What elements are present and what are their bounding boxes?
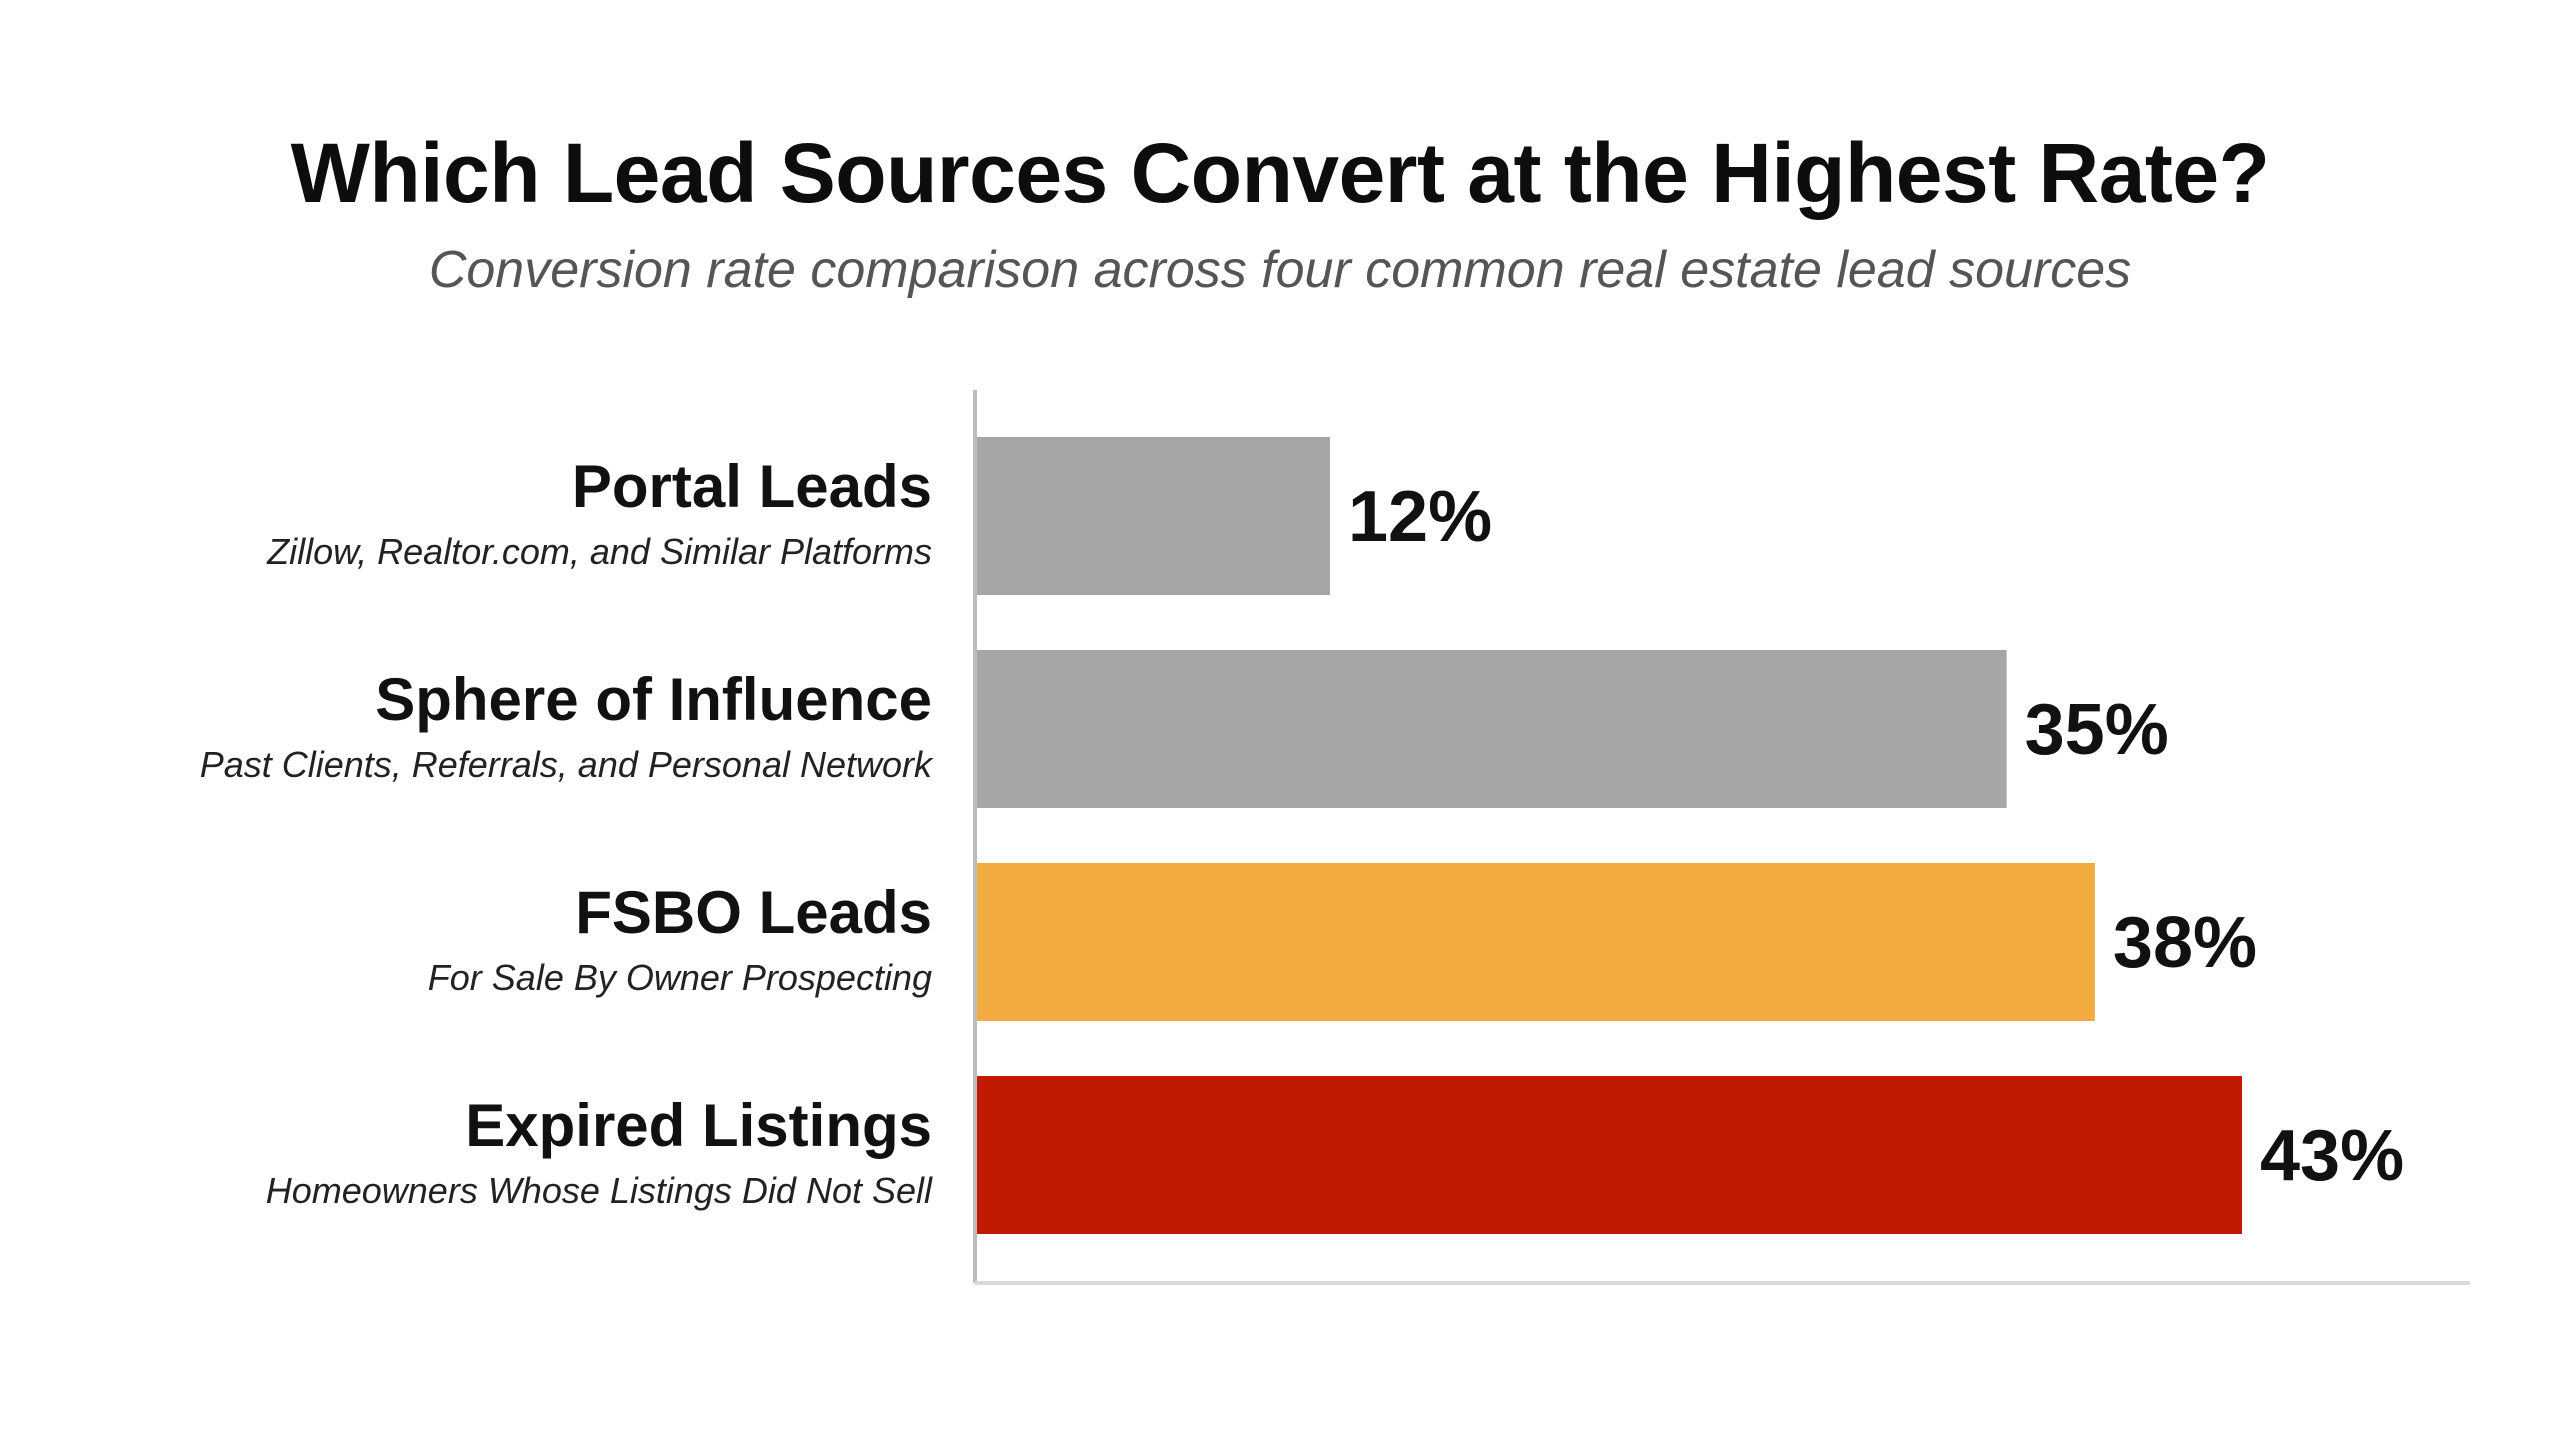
value-label-expired-listings: 43% [2260,1116,2404,1196]
value-label-fsbo-leads: 38% [2113,903,2257,983]
chart-title: Which Lead Sources Convert at the Highes… [290,126,2270,220]
category-label-expired-listings: Expired Listings [465,1092,932,1159]
value-label-portal-leads: 12% [1348,477,1492,557]
bar-portal-leads [977,437,1331,595]
category-label-sphere-of-influence: Sphere of Influence [375,666,932,733]
category-label-portal-leads: Portal Leads [572,453,932,520]
bar-sphere-of-influence [977,650,2007,808]
category-description-fsbo-leads: For Sale By Owner Prospecting [428,957,932,998]
category-label-fsbo-leads: FSBO Leads [575,879,932,946]
value-label-sphere-of-influence: 35% [2025,690,2169,770]
category-description-portal-leads: Zillow, Realtor.com, and Similar Platfor… [266,531,932,572]
bars-group: 12% 35% 38% 43% [977,437,2404,1234]
bar-fsbo-leads [977,863,2095,1021]
category-description-expired-listings: Homeowners Whose Listings Did Not Sell [266,1170,933,1211]
category-description-sphere-of-influence: Past Clients, Referrals, and Personal Ne… [200,744,934,785]
chart-subtitle: Conversion rate comparison across four c… [428,241,2132,299]
category-labels-group: Portal Leads Zillow, Realtor.com, and Sim… [200,453,934,1211]
bar-expired-listings [977,1076,2242,1234]
